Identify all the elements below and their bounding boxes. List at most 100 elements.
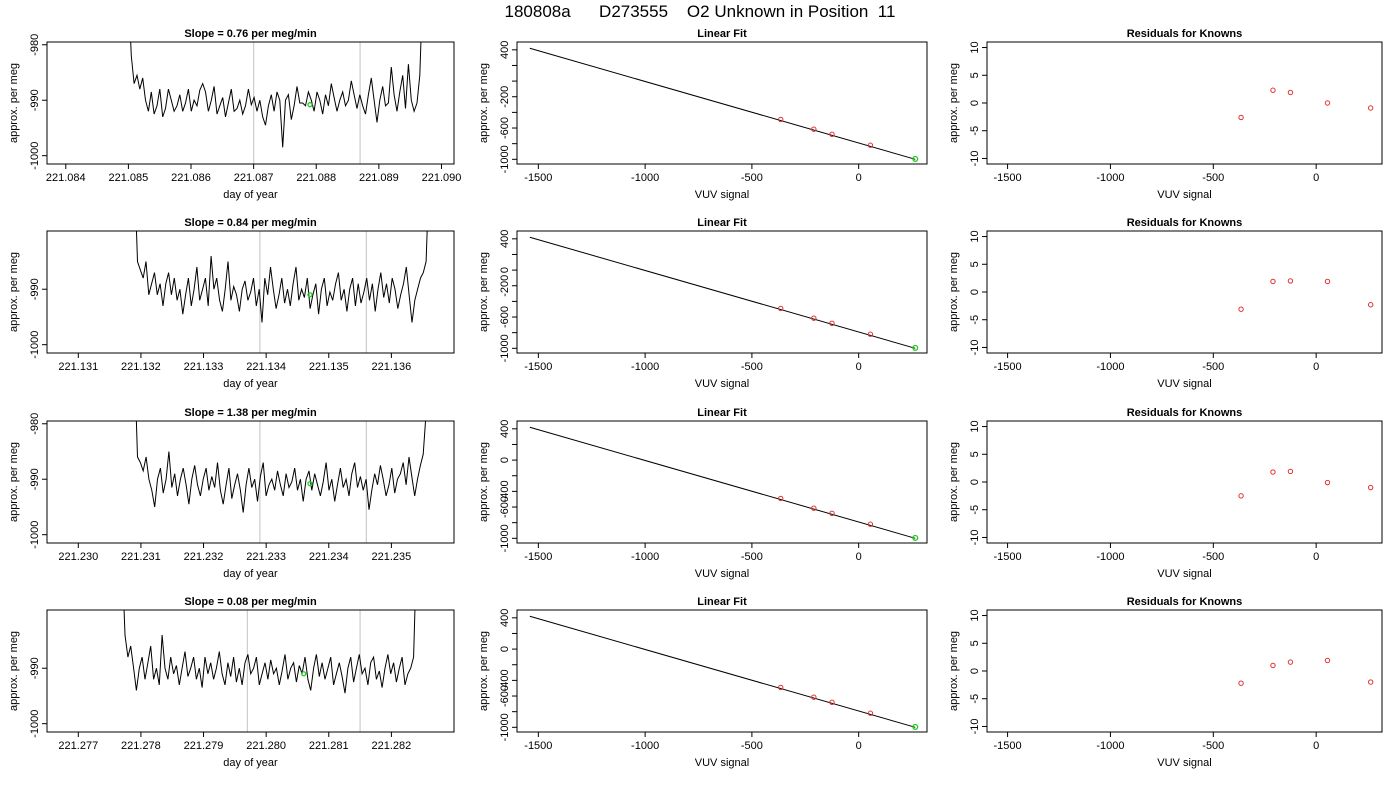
- data-point: [1324, 479, 1331, 486]
- x-tick-label: 221.089: [359, 172, 399, 184]
- y-tick-label: -400: [499, 480, 511, 502]
- y-tick-label: 5: [969, 640, 981, 646]
- unknown-point: [912, 344, 919, 351]
- x-tick-label: 0: [1313, 740, 1319, 752]
- data-point: [1270, 662, 1276, 669]
- plot-area: [529, 426, 919, 541]
- x-tick-label: -500: [1202, 361, 1224, 373]
- plot-frame: [986, 41, 1383, 165]
- panel-title: Residuals for Knowns: [1127, 217, 1243, 229]
- x-tick-label: -1000: [631, 740, 659, 752]
- y-axis-label: approx. per meg: [948, 631, 960, 711]
- panel-2-0: Slope = 1.38 per meg/min day of year appro…: [8, 407, 455, 580]
- x-tick-label: -1000: [1096, 361, 1124, 373]
- x-tick-label: 221.235: [372, 551, 412, 563]
- x-axis-label: VUV signal: [695, 378, 749, 390]
- y-tick-label: -600: [499, 117, 511, 139]
- x-axis-label: day of year: [223, 189, 278, 201]
- y-tick-label: 400: [499, 609, 511, 627]
- unknown-marker: [307, 292, 313, 298]
- x-axis-label: day of year: [223, 757, 278, 769]
- plot-area: [1238, 87, 1374, 121]
- y-axis-label: approx. per meg: [8, 252, 20, 332]
- y-tick-label: 10: [969, 41, 981, 53]
- y-tick-label: -1000: [499, 145, 511, 173]
- y-tick-label: -1000: [499, 713, 511, 741]
- fit-line: [529, 615, 916, 728]
- data-point: [867, 710, 874, 716]
- series-line: [123, 610, 416, 694]
- x-tick-label: 221.279: [184, 740, 224, 752]
- x-tick-label: 0: [856, 361, 862, 373]
- data-point: [867, 142, 874, 148]
- x-tick-label: -500: [741, 172, 763, 184]
- y-tick-label: -1000: [29, 142, 41, 170]
- data-point: [1367, 302, 1374, 308]
- x-tick-label: -1000: [1096, 740, 1124, 752]
- data-point: [829, 320, 835, 326]
- x-axis-label: VUV signal: [695, 757, 749, 769]
- x-tick-label: -1500: [994, 740, 1022, 752]
- x-tick-label: -1500: [524, 551, 552, 563]
- x-axis-label: VUV signal: [1157, 568, 1211, 580]
- y-tick-label: 10: [969, 230, 981, 242]
- x-tick-label: -1000: [631, 361, 659, 373]
- y-tick-label: -5: [969, 126, 981, 136]
- plot-area: [529, 236, 919, 351]
- panel-3-0: Slope = 0.08 per meg/min day of year appro…: [8, 596, 455, 769]
- x-tick-label: 221.231: [121, 551, 161, 563]
- y-axis-label: approx. per meg: [8, 631, 20, 711]
- x-tick-label: -1500: [524, 740, 552, 752]
- x-tick-label: 221.086: [171, 172, 211, 184]
- data-point: [778, 116, 784, 123]
- data-point: [1287, 659, 1294, 665]
- panel-title: Linear Fit: [697, 596, 747, 608]
- data-point: [1270, 278, 1276, 285]
- data-point: [1238, 680, 1244, 686]
- x-tick-label: 221.280: [246, 740, 286, 752]
- panel-3-1: Linear Fit VUV signal approx. per meg -1500…: [478, 596, 928, 769]
- unknown-marker: [307, 481, 313, 487]
- plot-frame: [516, 230, 928, 354]
- panel-title: Residuals for Knowns: [1127, 596, 1243, 608]
- x-axis-label: VUV signal: [695, 568, 749, 580]
- data-point: [1367, 105, 1374, 111]
- x-tick-label: -500: [1202, 551, 1224, 563]
- y-tick-label: -400: [499, 669, 511, 691]
- y-tick-label: 400: [499, 230, 511, 248]
- plot-frame: [516, 41, 928, 165]
- y-tick-label: 0: [499, 457, 511, 463]
- unknown-point: [912, 534, 919, 541]
- y-tick-label: -5: [969, 505, 981, 515]
- y-tick-label: -1000: [29, 521, 41, 549]
- panel-title: Slope = 0.08 per meg/min: [184, 596, 317, 608]
- y-tick-label: 10: [969, 420, 981, 432]
- unknown-marker: [301, 671, 307, 677]
- plot-frame: [46, 420, 455, 544]
- data-point: [867, 521, 874, 527]
- x-tick-label: -1500: [524, 361, 552, 373]
- y-tick-label: 400: [499, 420, 511, 438]
- plot-frame: [986, 609, 1383, 733]
- x-tick-label: 221.135: [309, 361, 349, 373]
- x-tick-label: 221.281: [309, 740, 349, 752]
- x-axis-label: VUV signal: [1157, 378, 1211, 390]
- x-tick-label: 221.230: [58, 551, 98, 563]
- fit-line: [529, 47, 916, 160]
- x-tick-label: 0: [1313, 361, 1319, 373]
- x-axis-label: day of year: [223, 568, 278, 580]
- unknown-point: [912, 155, 919, 162]
- y-tick-label: -980: [29, 34, 41, 56]
- data-point: [1287, 89, 1294, 96]
- x-tick-label: 221.132: [121, 361, 161, 373]
- y-axis-label: approx. per meg: [478, 252, 490, 332]
- panel-2-1: Linear Fit VUV signal approx. per meg -1500…: [478, 407, 928, 580]
- panel-title: Residuals for Knowns: [1127, 28, 1243, 40]
- data-point: [867, 331, 874, 337]
- x-tick-label: 221.282: [372, 740, 412, 752]
- data-point: [1287, 468, 1294, 475]
- plot-frame: [46, 609, 455, 733]
- panel-1-2: Residuals for Knowns VUV signal approx. pe…: [948, 217, 1383, 390]
- x-tick-label: -500: [741, 551, 763, 563]
- y-tick-label: -990: [29, 89, 41, 111]
